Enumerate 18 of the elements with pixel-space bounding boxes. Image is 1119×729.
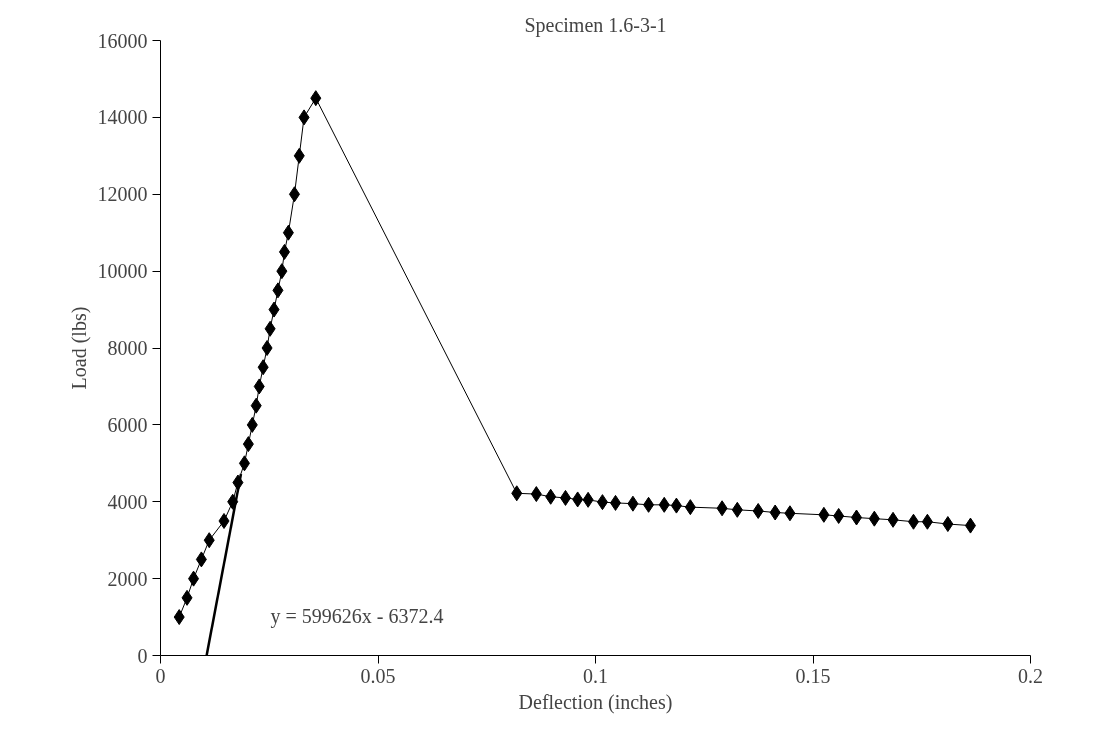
x-tick-label: 0.15 bbox=[795, 664, 831, 687]
x-tick-label: 0 bbox=[155, 664, 166, 687]
y-tick-label: 2000 bbox=[107, 567, 148, 590]
y-tick-label: 16000 bbox=[97, 29, 148, 52]
x-tick-label: 0.05 bbox=[360, 664, 396, 687]
x-tick-label: 0.2 bbox=[1018, 664, 1043, 687]
y-tick-label: 12000 bbox=[97, 183, 148, 206]
y-tick-label: 10000 bbox=[97, 260, 148, 283]
x-axis-title: Deflection (inches) bbox=[518, 690, 673, 714]
y-tick-label: 14000 bbox=[97, 106, 148, 129]
y-tick-label: 0 bbox=[137, 644, 148, 667]
y-tick-label: 4000 bbox=[107, 490, 148, 513]
x-tick-label: 0.1 bbox=[583, 664, 608, 687]
y-tick-label: 8000 bbox=[107, 337, 148, 359]
chart-title: Specimen 1.6-3-1 bbox=[524, 13, 667, 37]
annotation: y = 599626x - 6372.4 bbox=[270, 604, 444, 628]
y-axis-title: Load (lbs) bbox=[67, 306, 91, 390]
y-tick-label: 6000 bbox=[107, 413, 148, 436]
